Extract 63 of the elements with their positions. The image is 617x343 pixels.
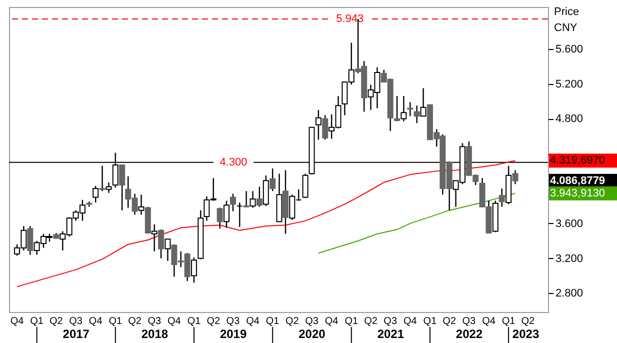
x-tick-label: Q3: [305, 316, 319, 327]
candlestick: [315, 109, 322, 140]
candlestick: [151, 224, 158, 252]
x-tick-label: Q4: [482, 316, 496, 327]
x-tick-label: Q3: [148, 316, 162, 327]
text: 2018: [141, 327, 168, 341]
y-axis-title: Price CNY: [554, 6, 580, 34]
candlestick: [250, 190, 256, 208]
x-tick-label: Q2: [128, 316, 142, 327]
line-series: [318, 192, 516, 254]
candlestick: [420, 88, 426, 117]
candlestick: [224, 200, 230, 228]
text: 4.086,8779: [550, 174, 606, 187]
x-tick-label: Q3: [69, 316, 83, 327]
x-tick-label: Q1: [30, 316, 44, 327]
x-tick-label: Q4: [324, 316, 339, 327]
x-tick-label: Q2: [206, 316, 220, 327]
text: 2022: [456, 327, 483, 341]
x-tick-label: Q3: [226, 316, 240, 327]
x-tick-label: Q2: [364, 316, 378, 327]
candlestick: [400, 95, 407, 122]
x-tick-label: Q4: [10, 316, 24, 327]
candlestick: [236, 202, 243, 228]
x-tick-label: Q2: [521, 316, 536, 327]
candlestick: [106, 182, 112, 194]
candlestick: [92, 185, 99, 204]
candlestick: [190, 256, 197, 284]
text: 2020: [298, 327, 326, 341]
x-tick-label: Q2: [50, 316, 64, 327]
x-tick-label: Q2: [286, 316, 300, 327]
candlestick: [302, 173, 308, 199]
candlestick: [230, 193, 236, 212]
text: 2019: [220, 327, 247, 341]
ref-line-label: 5.943: [336, 12, 364, 25]
x-tick-label: Q4: [168, 316, 182, 327]
text: 2021: [377, 327, 404, 341]
x-tick-label: Q1: [423, 316, 438, 327]
y-tick-label: 4.800: [556, 113, 584, 126]
text: 3.943,9130: [550, 187, 606, 200]
y-tick-label: 5.200: [556, 78, 584, 90]
candlestick: [138, 194, 144, 216]
x-tick-label: Q4: [246, 316, 260, 327]
x-tick-label: Q4: [88, 316, 103, 327]
x-tick-label: Q1: [502, 316, 516, 327]
y-tick-label: 3.600: [556, 218, 584, 230]
x-tick-label: Q2: [442, 316, 456, 327]
text: 4.319,6970: [550, 154, 606, 167]
x-tick-label: Q1: [344, 316, 358, 327]
x-tick-label: Q4: [403, 316, 418, 327]
y-tick-label: 5.600: [556, 43, 584, 56]
x-tick-label: Q1: [108, 316, 123, 327]
x-tick-label: Q1: [187, 316, 202, 327]
text: 2017: [62, 327, 90, 341]
candlestick: [407, 102, 414, 117]
x-tick-label: Q1: [266, 316, 280, 327]
text: 2023: [512, 327, 540, 341]
y-tick-label: 3.200: [556, 252, 584, 265]
x-tick-label: Q3: [462, 316, 476, 327]
candlestick: [262, 174, 269, 207]
candlestick: [164, 238, 171, 262]
y-tick-label: 2.800: [556, 288, 584, 300]
x-tick-label: Q3: [384, 316, 398, 327]
ref-line-label: 4.300: [220, 156, 248, 168]
